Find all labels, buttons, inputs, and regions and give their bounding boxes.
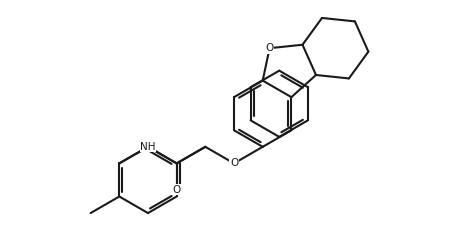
Text: O: O [265,43,274,53]
Text: O: O [230,158,238,168]
Text: O: O [173,185,181,195]
Text: NH: NH [140,142,156,152]
